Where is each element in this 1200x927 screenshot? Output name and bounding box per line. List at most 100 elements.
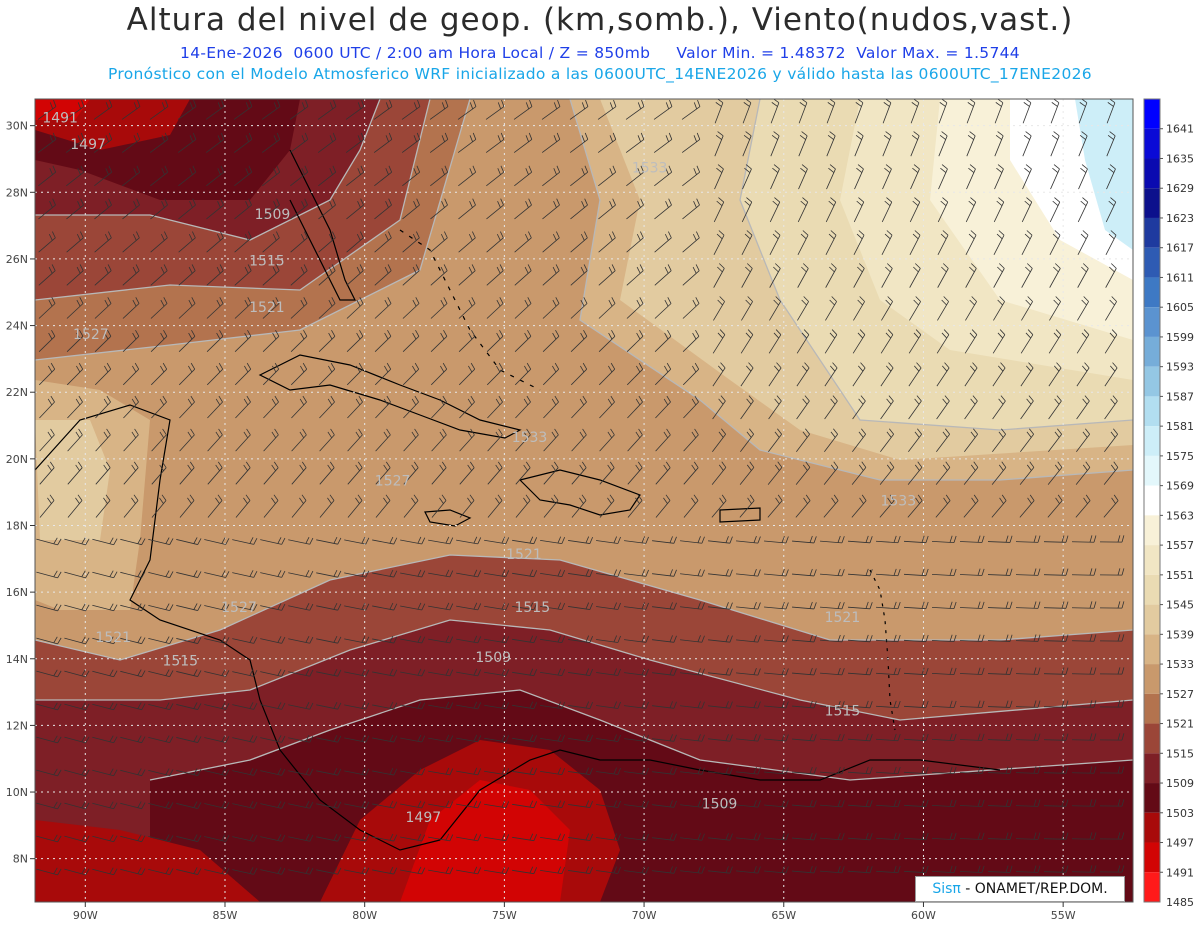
wind-barb [882,131,892,157]
wind-barb [959,601,985,609]
wind-barb [903,733,929,742]
wind-barb [316,701,342,710]
wind-barb [596,602,621,610]
wind-barb [736,602,761,610]
colorbar-label: 1515 [1166,747,1194,760]
colorbar-frame [1143,98,1161,903]
wind-barb [1048,428,1062,453]
wind-barb [457,132,477,153]
wind-barb [959,865,985,873]
wind-barb [38,330,56,352]
wind-barb [36,537,62,546]
wind-barb [937,230,949,255]
wind-barb [1015,766,1041,774]
wind-barb [36,669,62,678]
wind-barb [712,362,726,387]
wind-barb [1020,395,1034,420]
wind-barb [994,131,1004,157]
wind-barb [1104,428,1118,453]
wind-barb [402,198,420,220]
wind-barb [852,329,866,354]
wind-barb [150,231,168,253]
wind-barb [1022,164,1032,190]
wind-barb [624,734,649,742]
wind-barb [570,330,588,352]
wind-barb [908,329,922,354]
wind-barb [288,867,314,875]
wind-barb [456,668,482,677]
wind-barb [39,461,55,485]
wind-barb [742,131,752,157]
wind-barb [597,99,617,120]
wind-barb [402,297,420,319]
lat-tick-label: 20N [6,453,28,466]
wind-barb [120,735,146,744]
wind-barb [848,634,873,643]
wind-barb [596,635,621,643]
wind-barb [708,602,733,610]
colorbar-swatch [1144,455,1160,486]
wind-barb [599,428,615,452]
wind-barb [512,767,538,776]
wind-barb [431,395,447,419]
wind-barb [151,395,167,419]
wind-barb [235,461,251,485]
wind-barb [652,569,677,577]
wind-barb [741,296,753,321]
wind-barb [596,866,621,874]
wind-barb [484,866,510,875]
wind-barb [456,866,482,875]
wind-barb [318,297,336,319]
wind-barb [263,461,279,485]
wind-barb [372,569,398,578]
wind-barb [848,799,873,808]
wind-barb [1049,263,1061,288]
wind-barb [346,330,364,352]
wind-barb [1104,395,1118,420]
wind-barb [598,330,616,352]
wind-barb [260,801,286,809]
wind-barb [1071,535,1097,543]
colorbar-swatch [1144,217,1160,248]
wind-barb [875,568,901,577]
wind-barb [681,132,701,153]
wind-barb [291,395,307,419]
wind-barb [652,536,677,544]
wind-barb [346,165,365,187]
wind-barb [739,461,755,485]
wind-barb [987,535,1013,543]
wind-barb [179,494,195,518]
wind-barb [344,536,370,545]
wind-barb [1071,634,1097,642]
wind-barb [853,263,865,288]
wind-barb [965,230,977,255]
wind-barb [64,702,90,711]
wind-barb [316,536,342,545]
wind-barb [792,832,817,841]
wind-barb [770,131,780,157]
wind-barb [1077,197,1089,223]
wind-barb [121,99,141,120]
wind-barb [768,329,782,354]
lat-lon-grid [35,99,1133,902]
wind-barb [66,330,84,352]
wind-barb [964,362,978,387]
colorbar-label: 1491 [1166,866,1194,879]
wind-barb [92,702,118,711]
wind-barb [319,428,335,452]
wind-barb [987,799,1013,807]
wind-barb [742,164,752,190]
wind-barb [38,297,56,319]
wind-barb [456,701,482,710]
wind-barb [122,231,140,253]
wind-barb [484,734,510,743]
contour-label: 1533 [880,493,916,509]
wind-barb [344,866,370,875]
wind-barb [204,834,230,842]
wind-barb [206,297,224,319]
wind-barb [1071,832,1097,840]
wind-barb [624,866,649,874]
map-title: Altura del nivel de geop. (km,somb.), Vi… [126,2,1074,38]
wind-barb [66,362,84,386]
